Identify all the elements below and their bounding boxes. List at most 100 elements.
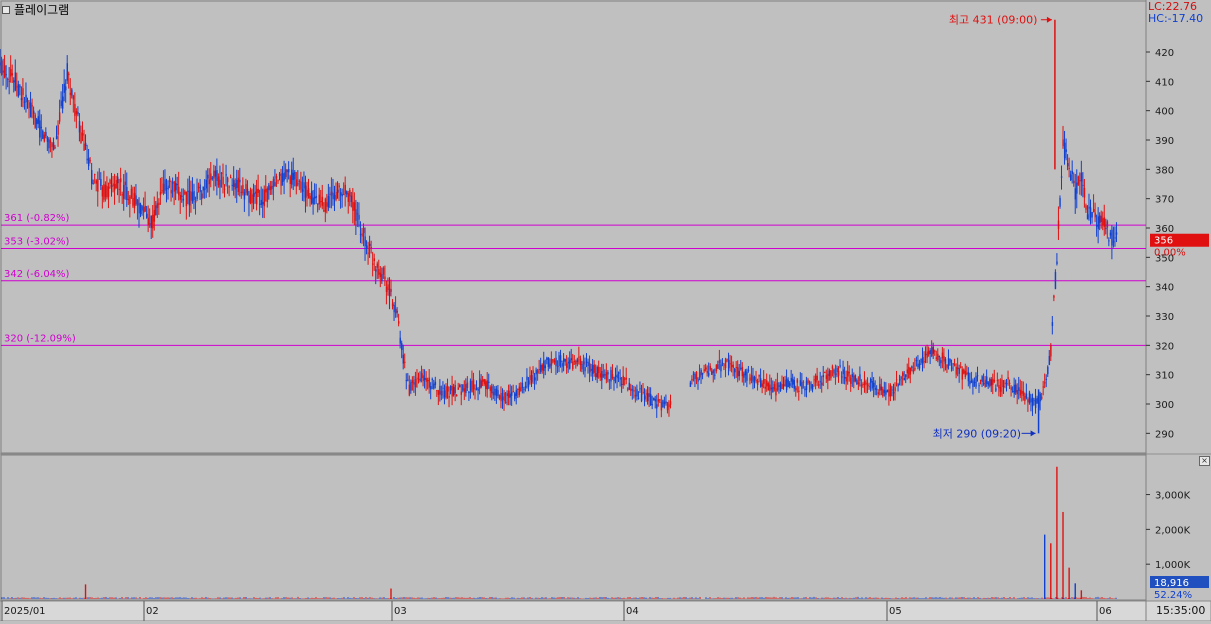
candle-body (1053, 295, 1055, 298)
candle-body (36, 119, 38, 125)
candle-body (462, 384, 464, 391)
candle-body (23, 101, 26, 103)
candle-body (819, 381, 821, 383)
candle-body (194, 200, 197, 203)
candle-body (324, 198, 327, 213)
candle-body (113, 183, 116, 191)
candle-body (255, 188, 258, 205)
candle-body (369, 243, 371, 247)
candle-body (1034, 398, 1037, 408)
candle-body (165, 187, 168, 189)
candle-body (628, 382, 631, 390)
candle-body (1024, 396, 1026, 401)
candle-body (747, 369, 750, 371)
candle-body (524, 386, 527, 388)
candle-body (749, 377, 751, 381)
candle-body (999, 387, 1002, 392)
candle-body (486, 380, 489, 390)
candle-body (512, 390, 514, 392)
candle-body (1112, 241, 1115, 243)
candle-body (643, 395, 646, 400)
candle-body (992, 378, 994, 385)
level-label: 320 (-12.09%) (4, 333, 76, 344)
candle-body (65, 86, 67, 91)
candle-body (515, 390, 518, 396)
candle-body (558, 355, 560, 366)
candle-body (1071, 170, 1073, 174)
candle-body (1048, 355, 1051, 365)
candle-body (869, 378, 872, 383)
candle-body (171, 182, 174, 184)
candle-body (94, 174, 96, 176)
candle-body (182, 198, 185, 201)
candle-body (544, 365, 547, 369)
candle-body (656, 404, 658, 409)
candle-body (1057, 220, 1060, 230)
candle-body (601, 370, 603, 381)
candle-body (540, 364, 542, 372)
candle-body (746, 371, 748, 381)
candle-body (213, 170, 215, 179)
panel-toggle-icon[interactable] (2, 5, 10, 14)
candle-body (718, 360, 721, 363)
candle-body (361, 233, 363, 237)
candle-body (517, 388, 519, 390)
candle-body (223, 188, 226, 190)
candle-body (637, 397, 640, 399)
candle-body (58, 112, 61, 122)
candle-body (993, 379, 996, 382)
candle-body (92, 183, 94, 185)
candle-body (269, 186, 272, 191)
candle-body (882, 389, 884, 397)
candle-body (291, 169, 293, 185)
candle-body (1079, 180, 1081, 182)
candle-body (729, 363, 731, 365)
candle-body (758, 375, 760, 377)
candle-body (80, 132, 82, 143)
candle-body (272, 179, 275, 188)
volume-panel-collapse-icon[interactable]: × (1199, 456, 1210, 466)
candle-body (514, 393, 516, 399)
candle-body (588, 363, 591, 373)
candle-body (646, 393, 649, 402)
candle-body (191, 191, 194, 202)
candle-body (91, 170, 93, 184)
candle-body (1063, 142, 1066, 159)
candle-body (460, 391, 463, 395)
candle-body (465, 384, 467, 394)
candle-body (1086, 214, 1089, 220)
candle-body (214, 170, 217, 177)
candle-body (625, 377, 628, 380)
candle-body (808, 382, 811, 384)
candle-body (417, 379, 420, 381)
candle-body (260, 199, 262, 206)
candle-body (436, 390, 438, 392)
candle-body (298, 180, 301, 182)
candle-body (277, 180, 279, 182)
volume-tick-label: 3,000K (1155, 491, 1191, 502)
candle-body (944, 358, 947, 364)
candle-body (448, 395, 450, 398)
candle-body (142, 206, 145, 213)
candle-body (278, 173, 281, 176)
candle-body (190, 191, 192, 201)
candle-body (25, 94, 27, 103)
candle-body (752, 376, 754, 383)
candle-body (356, 213, 359, 215)
candle-body (975, 376, 977, 387)
candle-body (894, 387, 896, 392)
candle-body (862, 383, 864, 385)
candle-body (610, 370, 612, 382)
candle-body (193, 191, 195, 201)
candle-body (802, 381, 805, 383)
candle-body (491, 386, 493, 394)
candle-body (569, 359, 571, 369)
candle-body (317, 203, 319, 205)
candle-body (581, 363, 583, 370)
candle-body (756, 381, 759, 385)
candle-body (385, 286, 388, 292)
candle-body (410, 382, 412, 391)
chart-title: 플레이그램 (2, 1, 69, 18)
